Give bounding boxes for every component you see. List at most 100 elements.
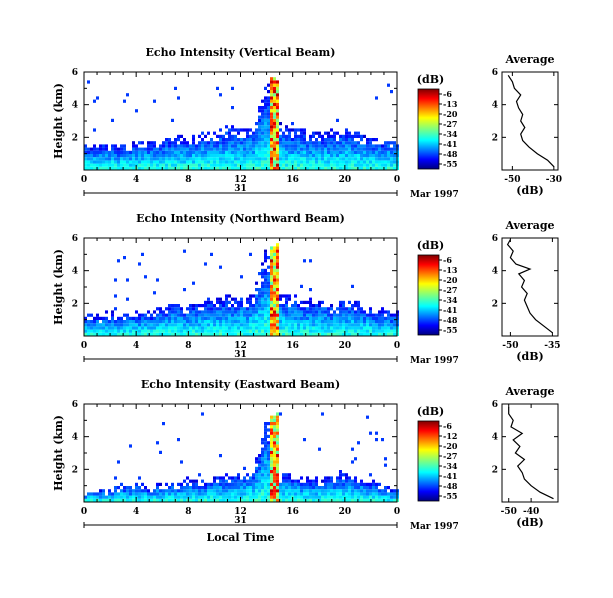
heatmap-cell — [285, 489, 288, 493]
heatmap-cell — [156, 498, 159, 502]
heatmap-cell — [144, 313, 147, 317]
heatmap-cell — [102, 323, 105, 327]
heatmap-cell — [213, 479, 216, 483]
heatmap-cell — [249, 294, 252, 298]
heatmap-cell — [84, 157, 87, 161]
heatmap-cell — [312, 326, 315, 330]
heatmap-cell — [246, 482, 249, 486]
heatmap-cell — [150, 154, 153, 158]
heatmap-cell — [261, 332, 264, 336]
heatmap-cell — [324, 489, 327, 493]
heatmap-cell — [141, 154, 144, 158]
heatmap-cell — [264, 291, 267, 295]
heatmap-cell — [351, 310, 354, 314]
heatmap-cell — [381, 163, 384, 167]
heatmap-cell — [291, 313, 294, 317]
heatmap-cell — [270, 115, 273, 119]
heatmap-cell — [126, 332, 129, 336]
heatmap-cell — [303, 144, 306, 148]
heatmap-cell — [240, 307, 243, 311]
heatmap-cell — [99, 163, 102, 167]
heatmap-cell — [291, 150, 294, 154]
heatmap-cell — [354, 476, 357, 480]
colorbar — [417, 254, 440, 336]
heatmap-cell — [204, 498, 207, 502]
heatmap-cell — [354, 316, 357, 320]
speckle-cell — [231, 106, 234, 110]
heatmap-cell — [273, 425, 276, 429]
heatmap-cell — [171, 489, 174, 493]
heatmap-cell — [276, 304, 279, 308]
heatmap-cell — [273, 93, 276, 97]
speckle-cell — [123, 256, 126, 260]
heatmap-cell — [342, 138, 345, 142]
heatmap-cell — [339, 304, 342, 308]
heatmap-cell — [216, 316, 219, 320]
heatmap-cell — [354, 131, 357, 135]
heatmap-cell — [177, 304, 180, 308]
heatmap-cell — [135, 486, 138, 490]
heatmap-cell — [210, 160, 213, 164]
heatmap-cell — [354, 498, 357, 502]
heatmap-cell — [264, 323, 267, 327]
heatmap-cell — [234, 332, 237, 336]
heatmap-cell — [171, 144, 174, 148]
heatmap-cell — [342, 307, 345, 311]
heatmap-cell — [96, 160, 99, 164]
heatmap-cell — [138, 326, 141, 330]
heatmap-cell — [282, 486, 285, 490]
heatmap-cell — [258, 454, 261, 458]
heatmap-cell — [339, 316, 342, 320]
heatmap-cell — [246, 166, 249, 170]
y-tick-label: 4 — [72, 101, 78, 111]
heatmap-cell — [336, 489, 339, 493]
heatmap-cell — [144, 166, 147, 170]
heatmap-cell — [336, 479, 339, 483]
heatmap-cell — [366, 150, 369, 154]
heatmap-cell — [216, 297, 219, 301]
heatmap-cell — [204, 313, 207, 317]
heatmap-cell — [378, 495, 381, 499]
heatmap-cell — [237, 157, 240, 161]
heatmap-cell — [306, 300, 309, 304]
heatmap-cell — [159, 157, 162, 161]
heatmap-cell — [225, 332, 228, 336]
heatmap-cell — [279, 329, 282, 333]
heatmap-cell — [123, 166, 126, 170]
heatmap-cell — [270, 332, 273, 336]
heatmap-cell — [297, 157, 300, 161]
heatmap-cell — [231, 313, 234, 317]
heatmap-cell — [183, 495, 186, 499]
heatmap-cell — [240, 147, 243, 151]
heatmap-cell — [141, 166, 144, 170]
heatmap-cell — [306, 479, 309, 483]
heatmap-cell — [384, 492, 387, 496]
speckle-cell — [336, 118, 339, 122]
heatmap-cell — [336, 329, 339, 333]
heatmap-cell — [267, 310, 270, 314]
heatmap-cell — [297, 134, 300, 138]
heatmap-cell — [267, 150, 270, 154]
heatmap-cell — [162, 150, 165, 154]
heatmap-cell — [264, 313, 267, 317]
heatmap-cell — [333, 131, 336, 135]
heatmap-cell — [156, 329, 159, 333]
heatmap-cell — [234, 150, 237, 154]
heatmap-cell — [189, 492, 192, 496]
heatmap-cell — [195, 313, 198, 317]
heatmap-cell — [279, 310, 282, 314]
heatmap-cell — [171, 166, 174, 170]
heatmap-cell — [228, 138, 231, 142]
heatmap-cell — [198, 150, 201, 154]
heatmap-cell — [201, 157, 204, 161]
heatmap-cell — [237, 160, 240, 164]
heatmap-cell — [210, 304, 213, 308]
heatmap-cell — [168, 320, 171, 324]
heatmap-cell — [153, 316, 156, 320]
heatmap-cell — [198, 492, 201, 496]
heatmap-cell — [243, 144, 246, 148]
heatmap-cell — [132, 141, 135, 145]
heatmap-cell — [336, 323, 339, 327]
heatmap-cell — [291, 128, 294, 132]
heatmap-cell — [264, 106, 267, 110]
